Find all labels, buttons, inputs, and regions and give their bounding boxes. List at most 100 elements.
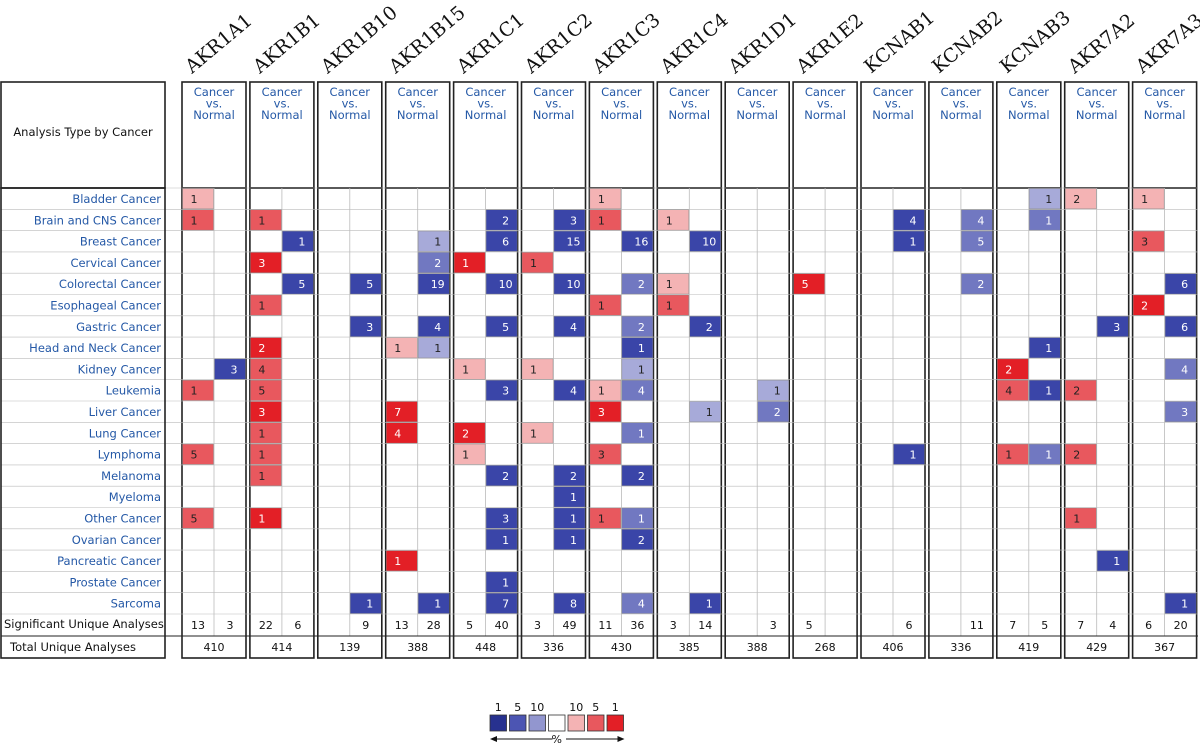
heatmap-cell: 1 (1029, 380, 1061, 401)
cell-value: 1 (394, 555, 401, 568)
comparison-label: Normal (533, 108, 575, 122)
comparison-label: Normal (261, 108, 303, 122)
heatmap-cell: 1 (893, 230, 925, 252)
gene-name: AKR7A3 (1131, 9, 1200, 78)
cell-value: 4 (638, 598, 645, 611)
cell-fill (214, 358, 246, 380)
cell-value: 2 (638, 278, 645, 291)
heatmap-cell: 2 (1132, 294, 1165, 316)
gene-name: AKR1E2 (791, 9, 867, 78)
cell-value: 1 (598, 214, 605, 227)
cell-value: 5 (366, 278, 373, 291)
cell-value: 1 (1073, 513, 1080, 526)
cell-value: 1 (530, 257, 537, 270)
cell-fill (182, 188, 214, 209)
cell-value: 2 (638, 321, 645, 334)
significant-unique-analyses-label: Significant Unique Analyses (4, 617, 164, 631)
cell-fill (485, 507, 518, 529)
cell-value: 2 (502, 214, 509, 227)
cell-fill (589, 209, 622, 231)
cell-fill (553, 486, 586, 508)
total-value: 430 (611, 641, 632, 654)
cell-fill (386, 337, 418, 359)
heatmap-cell: 1 (418, 593, 450, 614)
comparison-label: Cancer (601, 85, 642, 99)
cell-value: 4 (910, 214, 917, 227)
cell-value: 1 (258, 513, 265, 526)
cell-fill (485, 529, 518, 550)
cell-value: 7 (502, 598, 509, 611)
heatmap-cell: 1 (282, 230, 314, 252)
heatmap-cell: 1 (621, 358, 654, 380)
cell-fill (485, 273, 518, 295)
cell-value: 1 (1113, 555, 1120, 568)
cell-fill (521, 358, 554, 380)
total-unique-analyses-label: Total Unique Analyses (9, 640, 136, 654)
cell-fill (453, 252, 486, 273)
comparison-label: Cancer (330, 85, 371, 99)
comparison-label: Normal (465, 108, 507, 122)
heatmap-cell: 2 (250, 337, 282, 359)
cell-value: 2 (638, 470, 645, 483)
heatmap-cell: 3 (250, 401, 282, 422)
cell-fill (893, 443, 925, 465)
cell-value: 7 (394, 406, 401, 419)
cell-fill (350, 316, 382, 337)
significant-up-value: 13 (191, 619, 205, 632)
cell-value: 4 (394, 427, 401, 440)
cell-fill (997, 358, 1029, 380)
cell-value: 1 (774, 385, 781, 398)
cell-value: 3 (1181, 406, 1188, 419)
comparison-label: Normal (940, 108, 982, 122)
cell-fill (485, 380, 518, 401)
comparison-label: vs. (342, 97, 358, 111)
cell-value: 1 (666, 300, 673, 313)
heatmap-cell: 1 (521, 422, 554, 444)
cell-fill (757, 380, 789, 401)
cell-fill (589, 188, 622, 209)
cell-value: 1 (666, 278, 673, 291)
cell-fill (1064, 507, 1097, 529)
gene-name: AKR1D1 (724, 8, 801, 78)
comparison-label: vs. (477, 97, 493, 111)
cell-fill (961, 230, 993, 252)
cell-fill (485, 593, 518, 614)
cell-fill (485, 316, 518, 337)
heatmap-cell: 1 (250, 422, 282, 444)
comparison-label: vs. (545, 97, 561, 111)
cell-value: 1 (258, 300, 265, 313)
heatmap-cell: 7 (485, 593, 518, 614)
cell-value: 1 (258, 470, 265, 483)
heatmap-cell: 4 (997, 380, 1029, 401)
cell-fill (1064, 380, 1097, 401)
cell-value: 16 (634, 236, 648, 249)
cell-fill (1029, 188, 1061, 209)
significant-up-value: 7 (1009, 619, 1016, 632)
total-value: 429 (1086, 641, 1107, 654)
total-value: 419 (1018, 641, 1039, 654)
heatmap-cell: 2 (961, 273, 993, 295)
cell-fill (418, 273, 450, 295)
cell-fill (1164, 401, 1197, 422)
cancer-label-column (0, 187, 166, 659)
comparison-label: vs. (749, 97, 765, 111)
heatmap-cell: 4 (250, 358, 282, 380)
cell-fill (1164, 273, 1197, 295)
gene-name: AKR1C4 (656, 9, 733, 79)
cell-fill (250, 337, 282, 359)
cell-fill (553, 380, 586, 401)
cell-fill (250, 358, 282, 380)
heatmap-cell: 1 (521, 252, 554, 273)
legend-label: 5 (592, 701, 599, 714)
cell-value: 1 (1005, 449, 1012, 462)
cell-fill (1132, 294, 1165, 316)
heatmap-cell: 1 (250, 209, 282, 231)
cell-fill (521, 422, 554, 444)
heatmap-cell: 2 (621, 529, 654, 550)
comparison-label: vs. (681, 97, 697, 111)
cancer-label: Prostate Cancer (69, 575, 161, 589)
legend-label: 5 (514, 701, 521, 714)
cell-fill (589, 507, 622, 529)
